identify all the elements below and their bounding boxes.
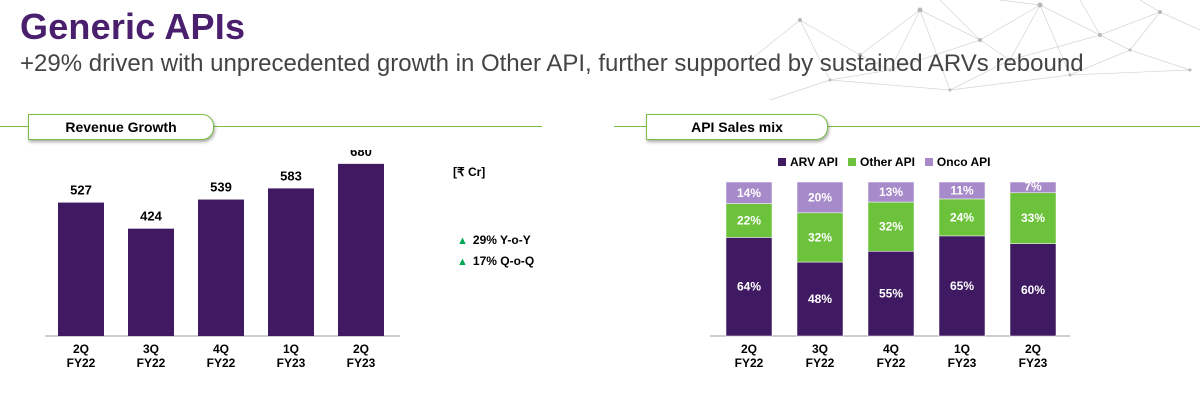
page-title: Generic APIs xyxy=(20,6,246,47)
mix-category-sublabel: FY23 xyxy=(948,356,977,370)
mix-segment-other xyxy=(725,203,773,238)
mix-segment-onco xyxy=(725,181,773,204)
legend-swatch-other xyxy=(848,158,857,166)
revenue-category-sublabel: FY23 xyxy=(347,356,376,370)
mix-segment-arv xyxy=(1009,243,1057,337)
revenue-category-sublabel: FY22 xyxy=(207,356,236,370)
legend-label-onco: Onco API xyxy=(936,155,991,169)
mix-panel-title: API Sales mix xyxy=(646,114,828,140)
growth-yoy-text: 29% Y-o-Y xyxy=(472,233,531,247)
mix-data-label: 48% xyxy=(808,292,832,306)
mix-divider xyxy=(614,126,1200,127)
mix-segment-arv xyxy=(867,251,915,337)
network-decoration xyxy=(749,0,1200,101)
revenue-category-label: 3Q xyxy=(143,342,159,356)
legend-arv: ARV API xyxy=(778,155,838,169)
mix-category-label: 2Q xyxy=(1025,342,1041,356)
revenue-bar xyxy=(198,199,244,336)
revenue-bar-chart: 5272QFY224243QFY225394QFY225831QFY236802… xyxy=(45,150,400,370)
mix-data-label: 33% xyxy=(1021,211,1045,225)
revenue-category-sublabel: FY22 xyxy=(137,356,166,370)
revenue-category-sublabel: FY22 xyxy=(67,356,96,370)
growth-qoq-text: 17% Q-o-Q xyxy=(472,254,535,268)
mix-data-label: 60% xyxy=(1021,283,1045,297)
growth-qoq: ▲ 17% Q-o-Q xyxy=(457,254,534,268)
mix-data-label: 65% xyxy=(950,279,974,293)
legend-swatch-onco xyxy=(924,158,933,166)
mix-category-sublabel: FY22 xyxy=(735,356,764,370)
up-triangle-icon: ▲ xyxy=(457,256,468,268)
mix-category-sublabel: FY23 xyxy=(1019,356,1048,370)
mix-category-label: 2Q xyxy=(741,342,757,356)
mix-category-label: 3Q xyxy=(812,342,828,356)
mix-category-sublabel: FY22 xyxy=(806,356,835,370)
mix-segment-arv xyxy=(725,237,773,337)
mix-segment-onco xyxy=(796,181,844,214)
legend-swatch-arv xyxy=(778,158,786,166)
mix-legend: ARV API Other API Onco API xyxy=(778,155,990,169)
mix-data-label: 24% xyxy=(950,210,974,224)
mix-data-label: 14% xyxy=(737,186,761,200)
revenue-bar xyxy=(338,163,384,336)
revenue-divider xyxy=(0,126,542,127)
revenue-category-label: 2Q xyxy=(73,342,89,356)
revenue-data-label: 680 xyxy=(350,150,372,159)
page-subtitle: +29% driven with unprecedented growth in… xyxy=(20,50,1084,77)
up-triangle-icon: ▲ xyxy=(457,235,468,247)
mix-category-label: 4Q xyxy=(883,342,899,356)
revenue-data-label: 527 xyxy=(70,183,92,198)
mix-segment-onco xyxy=(1009,181,1057,194)
mix-data-label: 13% xyxy=(879,185,903,199)
mix-data-label: 20% xyxy=(808,190,832,204)
unit-label: [₹ Cr] xyxy=(453,165,486,179)
legend-other: Other API xyxy=(848,155,915,169)
mix-category-sublabel: FY22 xyxy=(877,356,906,370)
legend-label-arv: ARV API xyxy=(790,155,839,169)
legend-label-other: Other API xyxy=(860,155,915,169)
revenue-panel-title: Revenue Growth xyxy=(28,114,214,140)
mix-data-label: 22% xyxy=(737,214,761,228)
revenue-data-label: 583 xyxy=(280,168,302,183)
revenue-category-label: 2Q xyxy=(353,342,369,356)
mix-data-label: 64% xyxy=(737,280,761,294)
growth-yoy: ▲ 29% Y-o-Y xyxy=(457,233,531,247)
revenue-bar xyxy=(58,202,104,336)
mix-data-label: 32% xyxy=(808,230,832,244)
mix-category-label: 1Q xyxy=(954,342,970,356)
mix-data-label: 7% xyxy=(1024,179,1042,193)
legend-onco: Onco API xyxy=(924,155,991,169)
mix-segment-other xyxy=(796,212,844,263)
revenue-data-label: 539 xyxy=(210,180,232,195)
revenue-category-label: 1Q xyxy=(283,342,299,356)
api-mix-stacked-chart: 64%22%14%2QFY2248%32%20%3QFY2255%32%13%4… xyxy=(710,179,1070,370)
revenue-data-label: 424 xyxy=(140,209,162,224)
mix-segment-onco xyxy=(867,181,915,203)
revenue-category-label: 4Q xyxy=(213,342,229,356)
revenue-bar xyxy=(128,228,174,336)
mix-segment-other xyxy=(938,198,986,237)
mix-segment-other xyxy=(867,201,915,252)
mix-data-label: 55% xyxy=(879,287,903,301)
revenue-category-sublabel: FY23 xyxy=(277,356,306,370)
revenue-bar xyxy=(268,188,314,336)
mix-segment-onco xyxy=(938,181,986,200)
mix-data-label: 32% xyxy=(879,220,903,234)
mix-segment-arv xyxy=(938,235,986,337)
mix-data-label: 11% xyxy=(950,183,974,197)
